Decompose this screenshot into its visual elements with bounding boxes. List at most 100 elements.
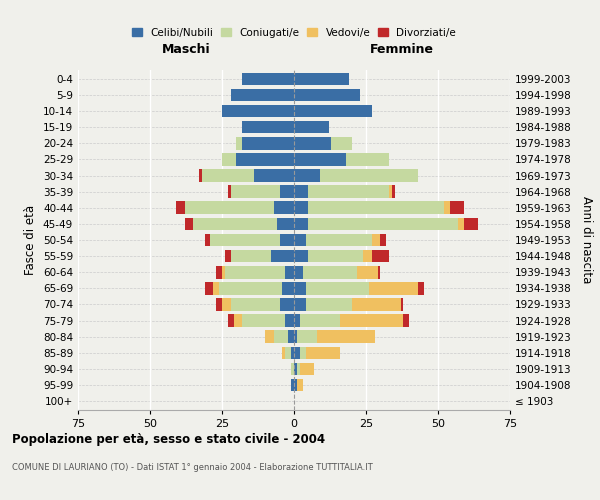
Bar (294, 378, 297, 392)
Bar (305, 282, 369, 294)
Bar (363, 250, 372, 262)
Bar (302, 266, 358, 278)
Bar (230, 250, 271, 262)
Bar (308, 186, 389, 198)
Bar (294, 153, 346, 166)
Bar (458, 218, 464, 230)
Text: Popolazione per età, sesso e stato civile - 2004: Popolazione per età, sesso e stato civil… (12, 432, 325, 446)
Bar (205, 282, 214, 294)
Bar (236, 153, 294, 166)
Bar (277, 218, 294, 230)
Bar (219, 282, 283, 294)
Bar (283, 282, 294, 294)
Bar (222, 298, 230, 310)
Bar (377, 266, 380, 278)
Bar (294, 282, 305, 294)
Bar (320, 170, 418, 182)
Bar (380, 234, 386, 246)
Bar (297, 378, 302, 392)
Bar (300, 314, 340, 327)
Bar (294, 121, 329, 134)
Bar (193, 218, 277, 230)
Bar (340, 314, 403, 327)
Bar (242, 121, 294, 134)
Bar (265, 330, 274, 343)
Bar (242, 72, 294, 85)
Bar (294, 362, 297, 375)
Bar (294, 266, 302, 278)
Bar (274, 202, 294, 214)
Bar (297, 330, 317, 343)
Bar (294, 234, 305, 246)
Bar (291, 362, 294, 375)
Bar (216, 298, 222, 310)
Bar (308, 218, 458, 230)
Bar (369, 282, 418, 294)
Bar (294, 346, 300, 359)
Bar (300, 362, 314, 375)
Bar (294, 137, 331, 149)
Bar (236, 137, 242, 149)
Bar (308, 250, 363, 262)
Bar (230, 186, 280, 198)
Bar (358, 266, 377, 278)
Bar (228, 186, 230, 198)
Bar (444, 202, 449, 214)
Bar (294, 330, 297, 343)
Bar (352, 298, 401, 310)
Text: Femmine: Femmine (370, 44, 434, 57)
Bar (294, 88, 360, 102)
Bar (392, 186, 395, 198)
Bar (222, 105, 294, 118)
Bar (286, 346, 291, 359)
Bar (228, 314, 233, 327)
Bar (225, 250, 230, 262)
Bar (403, 314, 409, 327)
Text: Maschi: Maschi (161, 44, 211, 57)
Bar (294, 105, 372, 118)
Bar (294, 170, 320, 182)
Bar (230, 298, 280, 310)
Bar (211, 234, 280, 246)
Bar (305, 298, 352, 310)
Bar (233, 314, 242, 327)
Bar (199, 170, 202, 182)
Y-axis label: Anni di nascita: Anni di nascita (580, 196, 593, 284)
Bar (222, 266, 225, 278)
Bar (389, 186, 392, 198)
Bar (202, 170, 254, 182)
Bar (294, 186, 308, 198)
Bar (242, 314, 286, 327)
Bar (294, 218, 308, 230)
Bar (274, 330, 288, 343)
Bar (283, 346, 286, 359)
Bar (254, 170, 294, 182)
Bar (214, 282, 219, 294)
Bar (216, 266, 222, 278)
Bar (271, 250, 294, 262)
Bar (230, 88, 294, 102)
Text: COMUNE DI LAURIANO (TO) - Dati ISTAT 1° gennaio 2004 - Elaborazione TUTTITALIA.I: COMUNE DI LAURIANO (TO) - Dati ISTAT 1° … (12, 462, 373, 471)
Bar (294, 314, 300, 327)
Bar (280, 234, 294, 246)
Bar (297, 362, 300, 375)
Bar (464, 218, 478, 230)
Bar (185, 218, 193, 230)
Bar (449, 202, 464, 214)
Bar (294, 250, 308, 262)
Bar (308, 202, 444, 214)
Bar (280, 186, 294, 198)
Bar (372, 250, 389, 262)
Bar (205, 234, 211, 246)
Bar (418, 282, 424, 294)
Bar (291, 378, 294, 392)
Bar (401, 298, 403, 310)
Bar (294, 72, 349, 85)
Bar (286, 266, 294, 278)
Legend: Celibi/Nubili, Coniugati/e, Vedovi/e, Divorziati/e: Celibi/Nubili, Coniugati/e, Vedovi/e, Di… (132, 28, 456, 38)
Bar (185, 202, 274, 214)
Bar (305, 234, 372, 246)
Bar (242, 137, 294, 149)
Bar (372, 234, 380, 246)
Bar (288, 330, 294, 343)
